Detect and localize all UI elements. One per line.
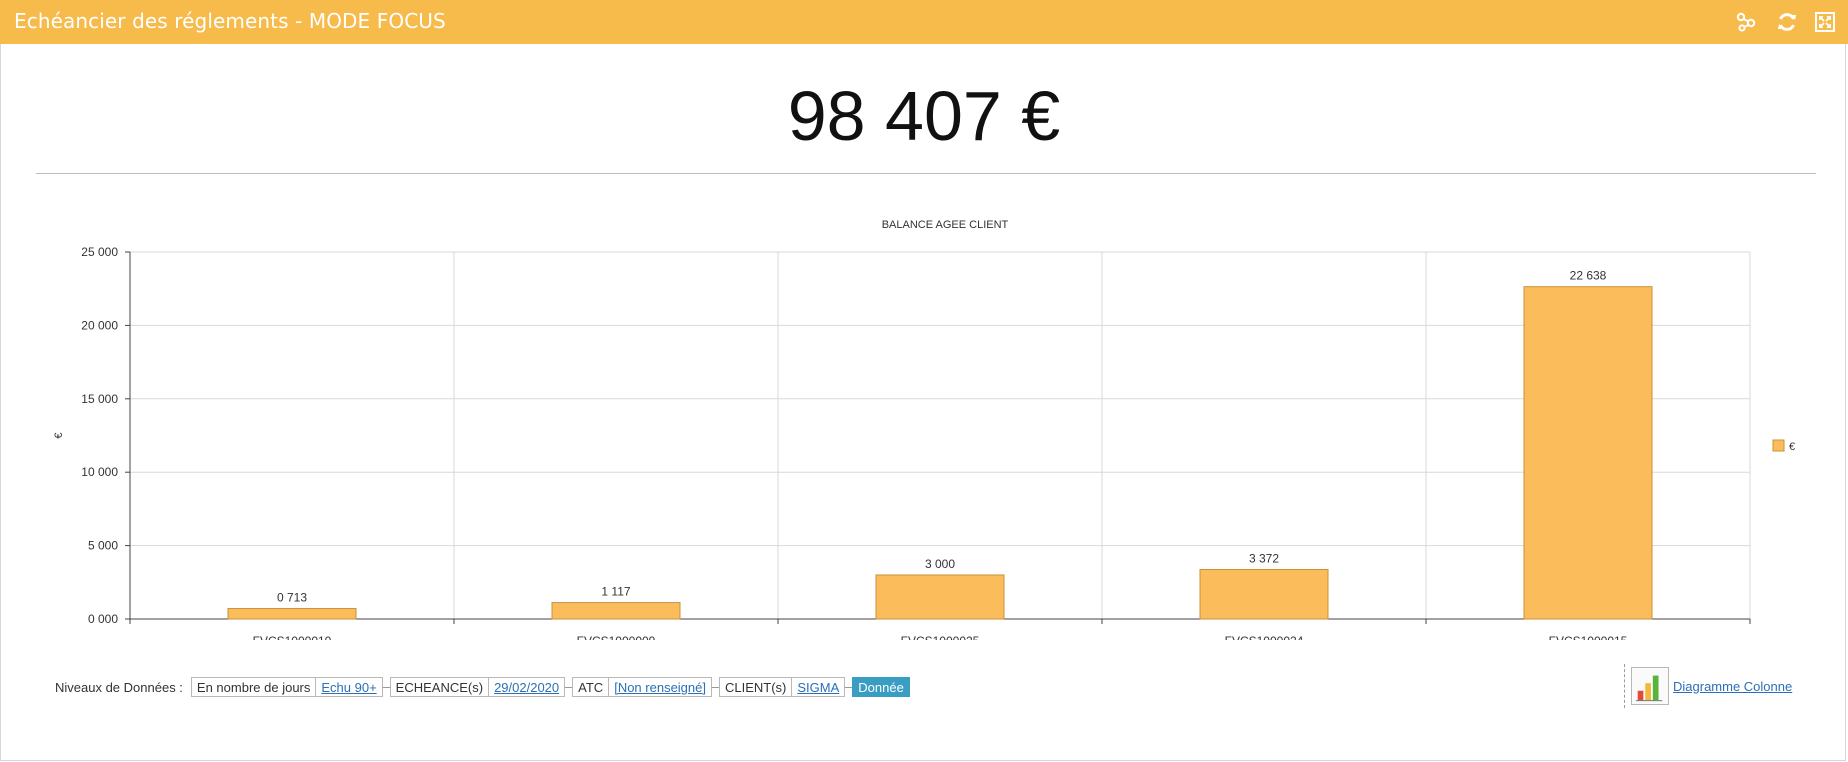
- y-tick-label: 15 000: [81, 392, 118, 406]
- chart-type-link[interactable]: Diagramme Colonne: [1673, 678, 1793, 694]
- breadcrumb-link-echu[interactable]: Echu 90+: [316, 677, 383, 697]
- widget-title: Echéancier des réglements - MODE FOCUS: [14, 9, 446, 33]
- bar-chart: BALANCE AGEE CLIENT 0 000 5 000 10 000 15 00…: [53, 219, 1795, 640]
- divider: [36, 173, 1816, 174]
- x-tick-label: FVCS1000010: [253, 634, 332, 640]
- legend-swatch: [1772, 439, 1785, 452]
- y-tick-label: 20 000: [81, 318, 118, 332]
- bar: [227, 608, 357, 620]
- y-tick-label: 0 000: [88, 612, 118, 626]
- y-axis-label: €: [53, 432, 65, 438]
- breadcrumb-level-echeance: ECHEANCE(s): [389, 677, 490, 697]
- breadcrumb-label: Niveaux de Données :: [55, 679, 183, 695]
- refresh-icon[interactable]: [1775, 10, 1799, 34]
- legend-label: €: [1789, 441, 1795, 453]
- x-tick-label: FVCS1000025: [901, 634, 980, 640]
- bar-value-label: 1 117: [601, 585, 630, 599]
- bar-value-label: 3 372: [1249, 551, 1279, 565]
- chart-title: BALANCE AGEE CLIENT: [882, 219, 1009, 231]
- breadcrumb-separator: [845, 686, 853, 688]
- breadcrumb-separator: [711, 686, 719, 688]
- bar-value-label: 3 000: [925, 557, 955, 571]
- x-tick-label: FVCS1000024: [1225, 634, 1304, 640]
- bar-value-label: 22 638: [1570, 269, 1607, 283]
- breadcrumb-link-date[interactable]: 29/02/2020: [489, 677, 566, 697]
- kpi-total-value: 98 407 €: [787, 77, 1061, 155]
- breadcrumb-level-days: En nombre de jours: [190, 677, 317, 697]
- share-icon[interactable]: [1734, 10, 1758, 34]
- chart-type-selector[interactable]: Diagramme Colonne: [1624, 664, 1792, 708]
- y-tick-label: 25 000: [81, 245, 118, 259]
- x-tick-label: FVCS1000015: [1549, 634, 1628, 640]
- bar: [1523, 286, 1653, 620]
- expand-icon[interactable]: [1813, 10, 1837, 34]
- y-tick-label: 10 000: [81, 465, 118, 479]
- breadcrumb-level-data: Donnée: [852, 677, 910, 697]
- breadcrumb-level-atc: ATC: [572, 677, 610, 697]
- bar: [875, 574, 1005, 620]
- column-chart-icon[interactable]: [1631, 667, 1669, 705]
- x-tick-label: FVCS1000009: [577, 634, 656, 640]
- bar: [551, 602, 681, 620]
- bar: [1199, 568, 1329, 620]
- widget-header: Echéancier des réglements - MODE FOCUS: [0, 0, 1848, 44]
- breadcrumb-separator: [565, 686, 573, 688]
- breadcrumb-level-client: CLIENT(s): [718, 677, 793, 697]
- breadcrumb-separator: [382, 686, 390, 688]
- breadcrumb-link-client[interactable]: SIGMA: [792, 677, 846, 697]
- bar-value-label: 0 713: [277, 591, 307, 605]
- y-tick-label: 5 000: [88, 539, 118, 553]
- breadcrumb: Niveaux de Données : En nombre de jours …: [55, 676, 910, 698]
- breadcrumb-link-atc[interactable]: [Non renseigné]: [609, 677, 712, 697]
